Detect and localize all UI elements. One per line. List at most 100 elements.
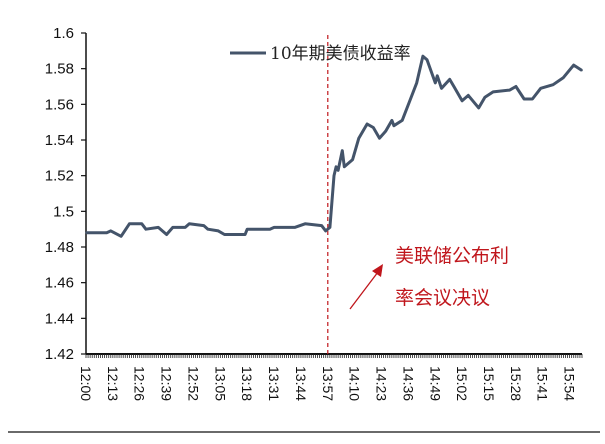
data-point xyxy=(85,231,87,234)
data-point xyxy=(393,124,395,127)
data-point xyxy=(184,226,186,229)
data-point xyxy=(343,165,346,168)
data-point xyxy=(440,87,443,90)
legend-label: 10年期美债收益率 xyxy=(270,44,411,64)
x-tick-label: 13:18 xyxy=(239,366,255,401)
data-point xyxy=(293,226,296,229)
data-point xyxy=(120,235,122,238)
data-point xyxy=(95,231,98,234)
data-point xyxy=(217,230,220,232)
data-point xyxy=(351,158,354,161)
y-tick-label: 1.6 xyxy=(53,25,74,42)
data-point xyxy=(269,228,271,230)
y-axis: 1.42 1.44 1.46 1.48 1.5 1.52 1.54 1.56 1.58 1.6 xyxy=(45,25,87,363)
data-point xyxy=(110,230,112,232)
x-tick-label: 12:39 xyxy=(159,366,175,401)
x-tick-label: 13:44 xyxy=(293,366,309,401)
data-point xyxy=(358,137,360,140)
data-point xyxy=(477,107,480,109)
data-point xyxy=(422,55,424,57)
data-point xyxy=(384,130,387,132)
y-tick-label: 1.44 xyxy=(45,310,74,327)
data-point xyxy=(128,223,131,225)
data-point xyxy=(203,224,205,227)
data-point xyxy=(467,94,470,97)
data-point xyxy=(273,226,275,229)
y-tick-label: 1.54 xyxy=(45,132,74,149)
x-axis: 12:00 12:13 12:26 12:39 12:52 13:05 13:18 13:31… xyxy=(78,353,583,401)
x-tick-label: 15:02 xyxy=(454,366,470,401)
data-point xyxy=(341,149,344,152)
x-tick-label: 14:10 xyxy=(347,366,363,401)
data-point xyxy=(434,82,437,84)
data-point xyxy=(335,165,337,168)
data-point xyxy=(523,98,525,100)
data-point xyxy=(562,76,565,79)
y-tick-label: 1.56 xyxy=(45,96,74,113)
x-tick-label: 15:54 xyxy=(562,366,578,401)
annotation: 美联储公布利 率会议决议 xyxy=(349,245,509,310)
data-point xyxy=(436,75,439,77)
x-tick-label: 12:00 xyxy=(78,366,94,401)
data-point xyxy=(484,96,486,98)
data-point xyxy=(453,85,455,88)
data-point xyxy=(539,87,542,90)
x-tick-label: 15:28 xyxy=(508,366,524,401)
data-point xyxy=(145,228,147,230)
data-point xyxy=(401,119,404,122)
data-point xyxy=(415,82,418,84)
data-point xyxy=(304,223,306,225)
data-point xyxy=(223,233,226,236)
x-tick-label: 15:41 xyxy=(535,366,551,401)
data-point xyxy=(531,98,534,100)
x-tick-label: 12:13 xyxy=(105,366,121,401)
data-point xyxy=(461,99,463,102)
data-point xyxy=(157,226,160,229)
annotation-arrowhead xyxy=(372,264,383,277)
x-tick-label: 15:15 xyxy=(481,366,497,401)
y-tick-label: 1.42 xyxy=(45,346,74,363)
data-point xyxy=(333,174,335,177)
x-tick-label: 13:05 xyxy=(212,366,228,401)
data-point xyxy=(324,230,327,232)
y-tick-label: 1.52 xyxy=(45,168,74,185)
data-point xyxy=(337,169,339,172)
data-point xyxy=(378,137,381,140)
data-point xyxy=(448,78,451,81)
data-point xyxy=(581,69,583,72)
data-point xyxy=(188,223,191,225)
data-point xyxy=(366,123,368,125)
annotation-arrow xyxy=(349,271,379,310)
data-point xyxy=(515,85,517,88)
x-tick-label: 12:26 xyxy=(132,366,148,401)
y-tick-label: 1.48 xyxy=(45,239,74,256)
x-tick-label: 14:36 xyxy=(400,366,416,401)
series-line-10y-treasury-yield xyxy=(86,54,583,238)
data-point xyxy=(552,83,554,86)
legend: 10年期美债收益率 xyxy=(230,44,411,64)
data-point xyxy=(329,226,331,229)
data-point xyxy=(572,64,575,66)
data-point xyxy=(409,98,412,100)
x-tick-label: 13:31 xyxy=(266,366,282,401)
series-points xyxy=(85,55,583,238)
y-tick-label: 1.46 xyxy=(45,275,74,292)
data-point xyxy=(492,91,494,93)
data-point xyxy=(165,233,168,236)
data-point xyxy=(372,126,375,129)
x-tick-label: 13:57 xyxy=(320,366,336,401)
data-point xyxy=(172,226,174,229)
annotation-line-2: 率会议决议 xyxy=(395,287,490,309)
data-point xyxy=(244,233,246,236)
y-tick-label: 1.5 xyxy=(53,203,74,220)
x-tick-label: 12:52 xyxy=(185,366,201,401)
data-point xyxy=(320,224,323,227)
data-point xyxy=(105,231,108,234)
x-tick-label: 14:49 xyxy=(427,366,443,401)
data-point xyxy=(426,58,428,61)
x-tick-label: 14:23 xyxy=(374,366,390,401)
y-tick-label: 1.58 xyxy=(45,61,74,78)
data-point xyxy=(141,223,143,225)
data-point xyxy=(207,228,209,230)
